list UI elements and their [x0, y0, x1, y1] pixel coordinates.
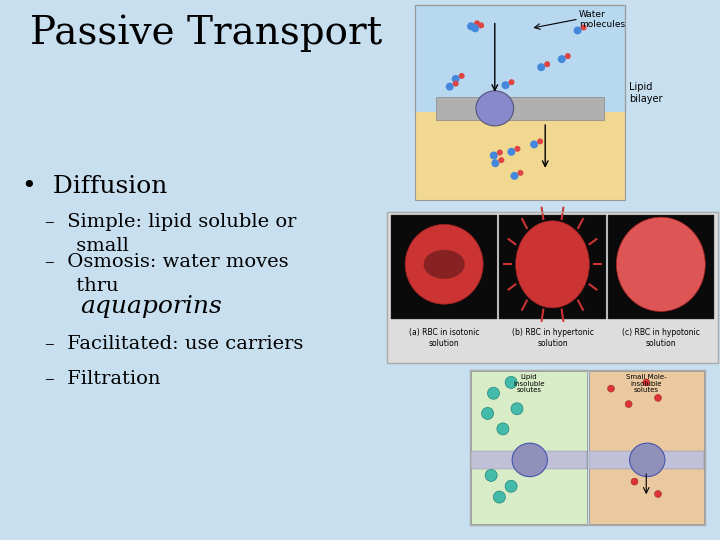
Circle shape [518, 170, 523, 176]
Bar [471, 371, 587, 524]
Bar [500, 215, 606, 319]
Text: –  Facilitated: use carriers: – Facilitated: use carriers [45, 335, 303, 353]
Circle shape [514, 146, 521, 152]
Bar [387, 212, 718, 363]
Circle shape [478, 22, 484, 28]
Bar [436, 97, 604, 120]
Circle shape [482, 407, 494, 420]
Circle shape [625, 401, 632, 408]
Text: Lipid
Insoluble
solutes: Lipid Insoluble solutes [513, 374, 544, 393]
Text: –  Filtration: – Filtration [45, 370, 161, 388]
Circle shape [498, 157, 504, 163]
Circle shape [491, 159, 500, 167]
Circle shape [471, 24, 479, 32]
Text: (b) RBC in hypertonic
solution: (b) RBC in hypertonic solution [512, 328, 593, 348]
Circle shape [493, 491, 505, 503]
Bar [415, 5, 625, 200]
Bar [391, 215, 498, 319]
Circle shape [631, 478, 638, 485]
Circle shape [643, 379, 649, 386]
Ellipse shape [516, 221, 590, 308]
Text: •  Diffusion: • Diffusion [22, 175, 167, 198]
Ellipse shape [423, 250, 464, 279]
Circle shape [490, 151, 498, 159]
Bar [415, 5, 625, 112]
Circle shape [474, 21, 480, 26]
Text: (c) RBC in hypotonic
solution: (c) RBC in hypotonic solution [622, 328, 700, 348]
Circle shape [510, 172, 518, 180]
Circle shape [451, 75, 459, 83]
Bar [415, 112, 625, 200]
Circle shape [497, 150, 503, 156]
Text: Water
molecules: Water molecules [579, 10, 625, 29]
Ellipse shape [512, 443, 547, 477]
Circle shape [654, 394, 662, 401]
Circle shape [487, 387, 500, 399]
Circle shape [580, 24, 587, 30]
Text: Lipid
bilayer: Lipid bilayer [629, 82, 662, 104]
Bar [387, 212, 718, 363]
Circle shape [537, 138, 543, 144]
Bar [588, 450, 704, 469]
Circle shape [537, 63, 545, 71]
Circle shape [511, 403, 523, 415]
Circle shape [608, 385, 614, 392]
Circle shape [508, 79, 515, 85]
Ellipse shape [629, 443, 665, 477]
Circle shape [453, 80, 459, 86]
Text: –  Osmosis: water moves
     thru: – Osmosis: water moves thru [45, 253, 289, 295]
Bar [470, 370, 705, 525]
Bar [471, 450, 587, 469]
Circle shape [497, 423, 509, 435]
Text: –  Simple: lipid soluble or
     small: – Simple: lipid soluble or small [45, 213, 297, 254]
Circle shape [502, 81, 510, 89]
Ellipse shape [476, 91, 513, 126]
Circle shape [544, 61, 550, 67]
Text: Passive Transport: Passive Transport [30, 15, 382, 52]
Circle shape [574, 26, 582, 35]
Text: Small Mole-
insoluble
solutes: Small Mole- insoluble solutes [626, 374, 667, 393]
Circle shape [485, 469, 497, 481]
Circle shape [467, 22, 475, 30]
Bar [608, 215, 714, 319]
Circle shape [530, 140, 538, 148]
Text: aquaporins: aquaporins [80, 295, 222, 318]
Ellipse shape [405, 225, 483, 304]
Circle shape [459, 73, 464, 79]
Bar [588, 371, 704, 524]
Circle shape [446, 83, 454, 91]
Ellipse shape [616, 217, 706, 312]
Circle shape [564, 53, 571, 59]
Text: (a) RBC in isotonic
solution: (a) RBC in isotonic solution [409, 328, 480, 348]
Circle shape [508, 148, 516, 156]
Circle shape [558, 55, 566, 63]
Circle shape [505, 376, 517, 388]
Circle shape [654, 490, 662, 497]
Circle shape [505, 480, 517, 492]
